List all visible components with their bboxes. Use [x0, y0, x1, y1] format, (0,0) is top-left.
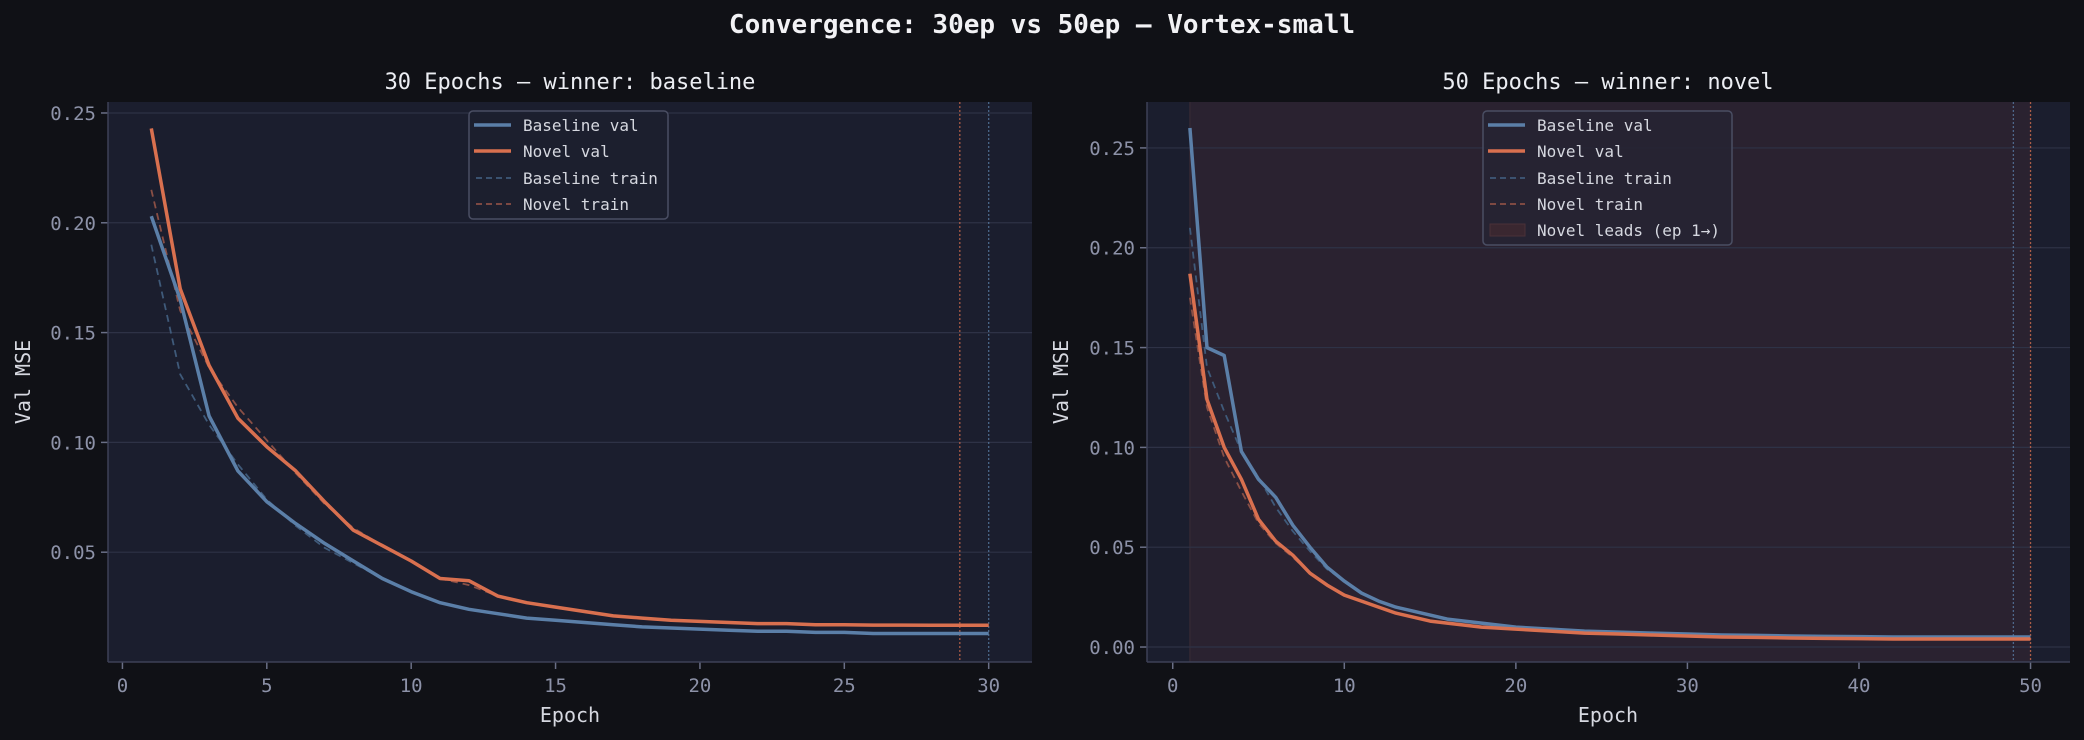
y-tick-label: 0.10 [1089, 437, 1135, 459]
legend-label-baseline-val: Baseline val [1537, 116, 1653, 135]
y-tick-label: 0.05 [1089, 537, 1135, 559]
legend-label-baseline-train: Baseline train [523, 169, 658, 188]
y-tick-label: 0.25 [50, 103, 96, 125]
x-tick-label: 30 [977, 675, 1000, 697]
chart-title-30: 30 Epochs — winner: baseline [385, 70, 756, 95]
chart-30-epochs: 30 Epochs — winner: baseline 0.05 0.10 0.1… [11, 70, 1032, 727]
legend-label-novel-val: Novel val [523, 142, 610, 161]
x-axis-label: Epoch [540, 703, 600, 727]
x-tick-label: 15 [544, 675, 567, 697]
x-axis-label: Epoch [1578, 703, 1638, 727]
series-baseline-val [149, 215, 989, 636]
y-tick-label: 0.20 [50, 213, 96, 235]
x-tick-label: 20 [688, 675, 711, 697]
gridlines [1147, 102, 2070, 662]
x-tick-label: 10 [1333, 675, 1356, 697]
x-tick-label: 10 [400, 675, 423, 697]
legend-swatch-novel-leads [1489, 223, 1526, 237]
legend-label-novel-train: Novel train [523, 195, 629, 214]
y-tick-label: 0.15 [50, 323, 96, 345]
legend-label-baseline-val: Baseline val [523, 116, 639, 135]
x-tick-label: 25 [833, 675, 856, 697]
axes: 0.00 0.05 0.10 0.15 0.20 0.25 0 10 20 30 40 50 [1089, 102, 2070, 697]
legend-label-baseline-train: Baseline train [1537, 169, 1672, 188]
legend-label-novel-leads: Novel leads (ep 1→) [1537, 221, 1720, 240]
series-lines [1188, 127, 2031, 641]
chart-50-epochs: 50 Epochs — winner: novel 0.000.050.100.… [1049, 70, 2070, 727]
series-baseline-val [1188, 127, 2031, 639]
y-axis-label: Val MSE [1049, 340, 1073, 424]
legend: Baseline val Novel val Baseline train No… [1482, 110, 1733, 246]
best-epoch-markers [959, 102, 990, 662]
series-lines [149, 128, 989, 636]
y-tick-label: 0.05 [50, 542, 96, 564]
y-axis-label: Val MSE [11, 340, 35, 424]
best-epoch-markers [2012, 102, 2032, 662]
axes: 0.05 0.10 0.15 0.20 0.25 0 5 10 15 20 25 30 [50, 102, 1032, 697]
legend-label-novel-val: Novel val [1537, 142, 1624, 161]
x-tick-label: 0 [1167, 675, 1178, 697]
x-tick-label: 5 [261, 675, 272, 697]
figure-title: Convergence: 30ep vs 50ep — Vortex-small [728, 10, 1356, 40]
x-tick-label: 30 [1676, 675, 1699, 697]
y-tick-label: 0.00 [1089, 637, 1135, 659]
x-tick-label: 50 [2019, 675, 2042, 697]
x-tick-label: 0 [117, 675, 128, 697]
x-tick-label: 20 [1504, 675, 1527, 697]
legend-label-novel-train: Novel train [1537, 195, 1643, 214]
legend: Baseline val Novel val Baseline train No… [468, 110, 669, 220]
y-tick-label: 0.25 [1089, 138, 1135, 160]
x-tick-label: 40 [1848, 675, 1871, 697]
gridlines [108, 112, 1032, 553]
series-novel-val [149, 128, 989, 628]
y-tick-label: 0.10 [50, 432, 96, 454]
y-tick-label: 0.20 [1089, 238, 1135, 260]
series-novel-val [1188, 273, 2031, 641]
chart-title-50: 50 Epochs — winner: novel [1442, 70, 1773, 95]
y-tick-label: 0.15 [1089, 338, 1135, 360]
